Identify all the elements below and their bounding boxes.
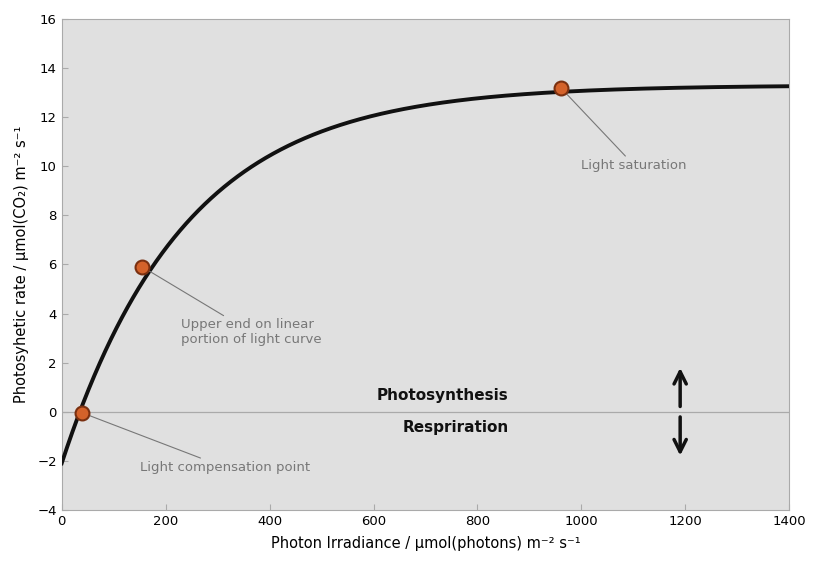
- Text: Respriration: Respriration: [402, 420, 508, 435]
- Text: Light saturation: Light saturation: [560, 88, 686, 172]
- Text: Light compensation point: Light compensation point: [83, 413, 310, 474]
- Text: Photosynthesis: Photosynthesis: [377, 388, 508, 403]
- Y-axis label: Photosyhetic rate / μmol(CO₂) m⁻² s⁻¹: Photosyhetic rate / μmol(CO₂) m⁻² s⁻¹: [14, 126, 29, 403]
- Text: Upper end on linear
portion of light curve: Upper end on linear portion of light cur…: [146, 269, 322, 346]
- X-axis label: Photon Irradiance / μmol(photons) m⁻² s⁻¹: Photon Irradiance / μmol(photons) m⁻² s⁻…: [270, 536, 580, 551]
